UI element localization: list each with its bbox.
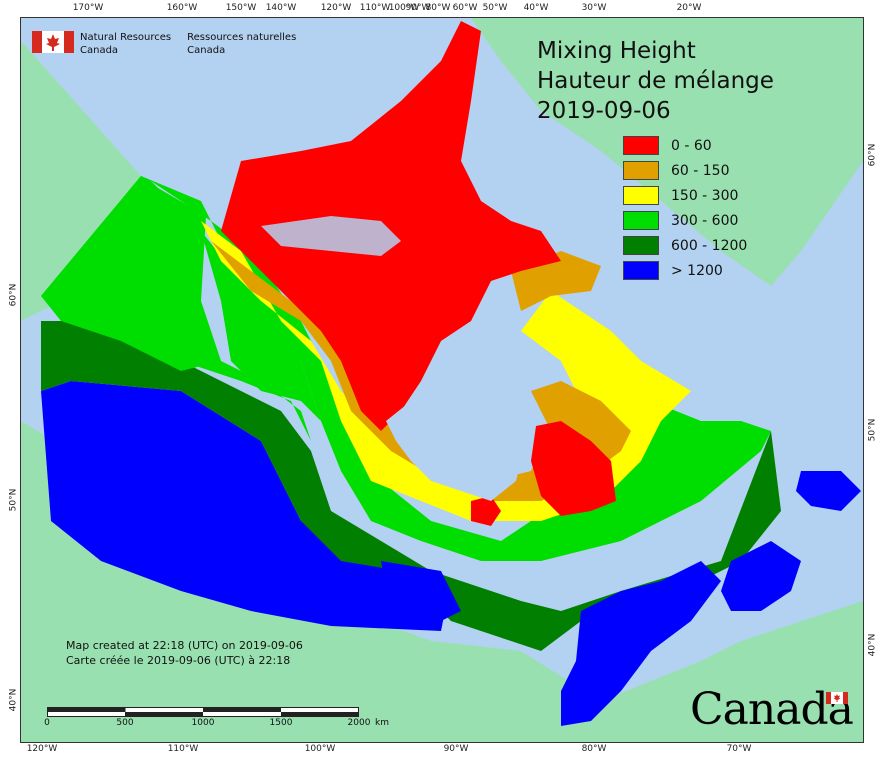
lon-tick-label: 60°W [452, 3, 478, 13]
lon-tick-label: 40°W [523, 3, 549, 13]
title-french: Hauteur de mélange [537, 68, 774, 94]
zone-over-1200-newfoundland [796, 471, 861, 511]
lon-tick-label: 120°W [320, 3, 352, 13]
map-title: Mixing Height Hauteur de mélange 2019-09… [537, 36, 774, 126]
lon-tick-label: 110°W [167, 744, 199, 754]
legend-item: > 1200 [623, 258, 747, 283]
zone-over-1200-east [561, 561, 721, 726]
lon-tick-label: 80°W [425, 3, 451, 13]
scale-label: 1500 [269, 718, 293, 728]
legend-label: 60 - 150 [671, 162, 730, 179]
legend-swatch [623, 161, 659, 180]
legend-label: 600 - 1200 [671, 237, 748, 254]
legend-swatch [623, 136, 659, 155]
nrcan-en-line1: Natural Resources [80, 32, 172, 43]
map-credit: Map created at 22:18 (UTC) on 2019-09-06… [66, 638, 303, 668]
lat-tick-label: 60°N [8, 283, 19, 307]
nrcan-en-line2: Canada [80, 45, 119, 56]
legend-item: 150 - 300 [623, 183, 747, 208]
legend-swatch [623, 261, 659, 280]
lon-tick-label: 100°W [388, 3, 420, 13]
legend-swatch [623, 236, 659, 255]
scale-label: 1000 [191, 718, 215, 728]
legend-item: 300 - 600 [623, 208, 747, 233]
wordmark-flag-icon [826, 692, 848, 704]
lon-tick-label: 140°W [265, 3, 297, 13]
zone-over-1200-west [41, 381, 451, 631]
scale-bar-graphic [47, 707, 359, 717]
zone-0-60-ontario [471, 496, 501, 526]
legend-item: 600 - 1200 [623, 233, 747, 258]
legend-swatch [623, 186, 659, 205]
lon-tick-label: 120°W [26, 744, 58, 754]
title-english: Mixing Height [537, 38, 696, 64]
scale-label: 2000 [347, 718, 371, 728]
legend-label: 300 - 600 [671, 212, 739, 229]
lon-tick-label: 90°W [405, 3, 431, 13]
nrcan-french: Ressources naturelles Canada [187, 31, 296, 57]
mixing-height-map[interactable] [21, 18, 863, 742]
lon-tick-label: 150°W [225, 3, 257, 13]
legend-label: 150 - 300 [671, 187, 739, 204]
zone-300-600-northwest [41, 181, 221, 371]
legend-swatch [623, 211, 659, 230]
zone-150-300 [201, 221, 691, 521]
zone-over-1200-great-lakes [381, 561, 461, 626]
legend: 0 - 60 60 - 150 150 - 300 300 - 600 600 … [623, 133, 747, 283]
lon-tick-label: 30°W [581, 3, 607, 13]
title-date: 2019-09-06 [537, 98, 671, 124]
lon-tick-label: 80°W [581, 744, 607, 754]
zone-0-60-arctic [221, 21, 561, 431]
map-frame[interactable] [20, 17, 864, 743]
nrcan-fr-line1: Ressources naturelles [187, 32, 297, 43]
alaska-landmass [21, 41, 141, 321]
lon-tick-label: 70°W [726, 744, 752, 754]
scale-label: 500 [116, 718, 134, 728]
lon-tick-label: 170°W [72, 3, 104, 13]
legend-item: 0 - 60 [623, 133, 747, 158]
lon-tick-label: 90°W [443, 744, 469, 754]
lat-tick-label: 40°N [8, 688, 19, 712]
lon-tick-label: 110°W [359, 3, 391, 13]
arctic-channel [261, 216, 401, 256]
zone-over-1200-maritimes [721, 541, 801, 611]
lat-tick-label: 60°N [867, 143, 878, 167]
scale-bar: 0 500 1000 1500 2000 km [44, 704, 389, 728]
scale-unit: km [375, 718, 389, 728]
lon-tick-label: 20°W [676, 3, 702, 13]
legend-item: 60 - 150 [623, 158, 747, 183]
nrcan-english: Natural Resources Canada [80, 31, 171, 57]
lon-tick-label: 100°W [304, 744, 336, 754]
canada-flag-icon [32, 31, 74, 53]
legend-label: > 1200 [671, 262, 723, 279]
usa-landmass [21, 421, 863, 742]
nrcan-signature: Natural Resources Canada Ressources natu… [32, 31, 296, 57]
greenland-landmass [471, 18, 863, 286]
legend-label: 0 - 60 [671, 137, 712, 154]
scale-label: 0 [44, 718, 50, 728]
lat-tick-label: 40°N [867, 633, 878, 657]
credit-english: Map created at 22:18 (UTC) on 2019-09-06 [66, 639, 303, 652]
hudson-bay [386, 371, 526, 501]
zone-600-1200-west [41, 321, 781, 651]
zone-0-60-quebec [531, 421, 616, 516]
lat-tick-label: 50°N [8, 488, 19, 512]
nrcan-fr-line2: Canada [187, 45, 226, 56]
zone-300-600-far-west [41, 176, 321, 421]
lat-tick-label: 50°N [867, 418, 878, 442]
lon-tick-label: 160°W [166, 3, 198, 13]
credit-french: Carte créée le 2019-09-06 (UTC) à 22:18 [66, 654, 291, 667]
lon-tick-label: 50°W [482, 3, 508, 13]
